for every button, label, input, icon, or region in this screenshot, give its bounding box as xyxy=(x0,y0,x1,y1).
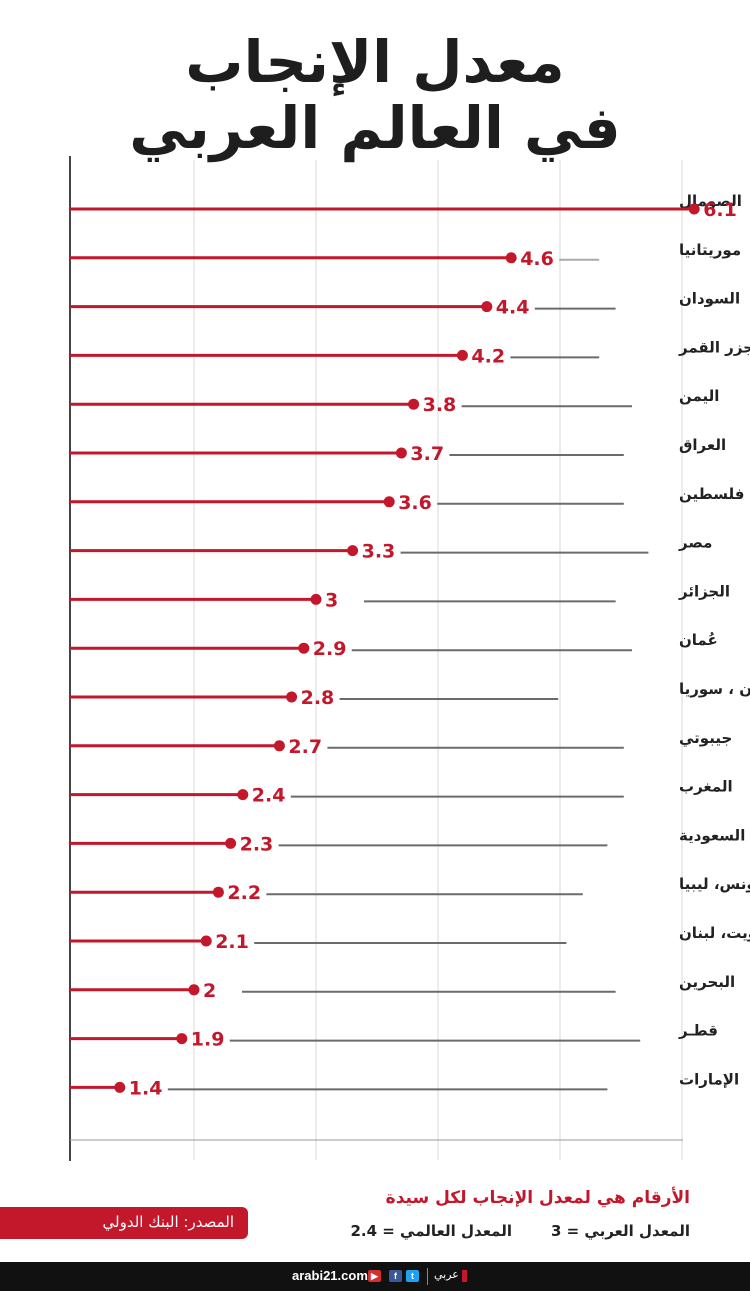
page-title-line-1: معدل الإنجاب xyxy=(185,28,565,96)
data-label: 4.4 xyxy=(496,297,530,319)
data-label: 2.3 xyxy=(240,833,274,855)
data-label: 1.4 xyxy=(129,1077,163,1099)
data-point xyxy=(286,691,298,703)
data-label: 2.2 xyxy=(227,882,261,904)
data-point xyxy=(188,984,200,996)
data-point xyxy=(237,789,249,801)
data-point xyxy=(212,886,224,898)
facebook-icon[interactable]: f xyxy=(389,1270,402,1282)
category-label: الجزائر xyxy=(678,582,730,600)
footer-divider xyxy=(427,1268,428,1285)
data-label: 2 xyxy=(203,980,216,1002)
source-text: المصدر: البنك الدولي xyxy=(102,1213,234,1231)
data-point xyxy=(456,349,468,361)
data-label: 2.9 xyxy=(313,638,347,660)
data-point xyxy=(408,398,420,410)
twitter-icon[interactable]: t xyxy=(406,1270,419,1282)
data-point xyxy=(310,593,322,605)
category-label: تونس، ليبيا xyxy=(679,875,750,893)
category-label: عُمان xyxy=(679,631,718,649)
data-label: 3.6 xyxy=(398,492,432,514)
data-point xyxy=(347,545,359,557)
data-label: 4.6 xyxy=(520,248,554,270)
data-label: 2.8 xyxy=(301,687,335,709)
data-label: 3.3 xyxy=(362,541,396,563)
site-url[interactable]: arabi21.com xyxy=(292,1268,368,1283)
data-label: 2.4 xyxy=(252,785,286,807)
data-label: 3.7 xyxy=(410,443,444,465)
data-point xyxy=(225,837,237,849)
category-label: جزر القمر xyxy=(678,338,750,356)
data-label: 6.1 xyxy=(703,199,737,221)
category-label: فلسطين xyxy=(679,485,744,503)
data-label: 1.9 xyxy=(191,1029,225,1051)
data-label: 3.8 xyxy=(423,394,457,416)
data-point xyxy=(114,1081,126,1093)
category-label: موريتانيا xyxy=(679,241,741,259)
data-point xyxy=(176,1033,188,1045)
data-point xyxy=(298,642,310,654)
category-label: اليمن xyxy=(679,387,719,405)
category-label: جيبوتي xyxy=(679,729,732,747)
data-label: 2.1 xyxy=(215,931,249,953)
data-point xyxy=(395,447,407,459)
category-label: السودان xyxy=(679,290,740,308)
arab-average: المعدل العربي = 3 xyxy=(550,1222,690,1240)
data-label: 3 xyxy=(325,589,338,611)
brand-mark-icon xyxy=(462,1270,467,1282)
brand-logo: عربي xyxy=(434,1268,459,1281)
category-label: الأردن ، سوريا xyxy=(679,680,750,698)
data-point xyxy=(688,203,700,215)
category-label: مصر xyxy=(678,534,712,552)
category-label: المغرب xyxy=(679,778,733,796)
category-label: الإمارات xyxy=(679,1070,739,1088)
data-point xyxy=(481,301,493,313)
youtube-icon[interactable]: ▶ xyxy=(368,1270,381,1282)
category-label: الكويت، لبنان xyxy=(679,924,750,942)
source-badge: المصدر: البنك الدولي xyxy=(0,1207,248,1239)
data-label: 4.2 xyxy=(471,345,505,367)
world-average: المعدل العالمي = 2.4 xyxy=(350,1222,512,1240)
note-title: الأرقام هي لمعدل الإنجاب لكل سيدة xyxy=(385,1188,690,1208)
data-point xyxy=(505,252,517,264)
category-label: البحرين xyxy=(679,973,735,991)
data-label: 2.7 xyxy=(288,736,322,758)
data-point xyxy=(200,935,212,947)
data-point xyxy=(273,740,285,752)
category-label: السعودية xyxy=(679,826,745,844)
page-title-line-2: في العالم العربي xyxy=(129,94,621,162)
data-point xyxy=(383,496,395,508)
category-label: قطـر xyxy=(678,1022,718,1040)
category-label: العراق xyxy=(679,436,726,454)
footer-bar: arabi21.com ▶ f t عربي xyxy=(0,1262,750,1291)
